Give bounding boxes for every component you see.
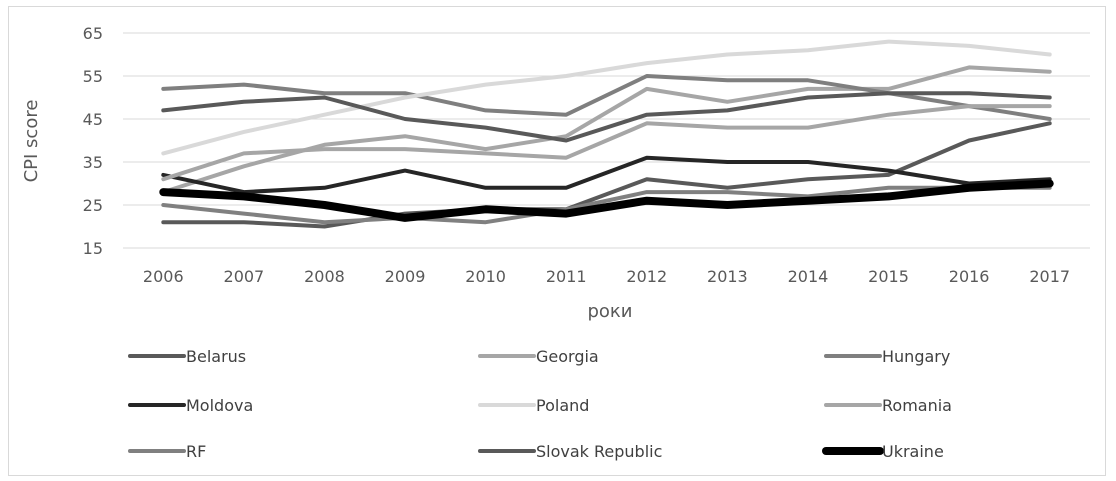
x-tick-label: 2011 xyxy=(546,267,587,286)
x-tick-label: 2012 xyxy=(626,267,667,286)
x-tick-label: 2006 xyxy=(143,267,184,286)
legend-label-georgia: Georgia xyxy=(536,347,599,366)
series-line-slovak-republic xyxy=(161,91,1052,143)
series-line-romania xyxy=(161,104,1052,182)
legend-label-rf: RF xyxy=(186,442,206,461)
x-tick-label: 2014 xyxy=(788,267,829,286)
legend-label-poland: Poland xyxy=(536,396,589,415)
x-tick-label: 2016 xyxy=(949,267,990,286)
legend-label-ukraine: Ukraine xyxy=(882,442,944,461)
series-line-hungary xyxy=(161,74,1052,121)
y-tick-label: 45 xyxy=(83,110,103,129)
x-tick-label: 2017 xyxy=(1029,267,1070,286)
legend-label-hungary: Hungary xyxy=(882,347,950,366)
x-axis-ticks: 2006 2007 2008 2009 2010 2011 2012 2013 2014 2015… xyxy=(143,267,1070,286)
series-line-moldova xyxy=(161,155,1052,195)
x-tick-label: 2015 xyxy=(868,267,909,286)
x-tick-label: 2007 xyxy=(224,267,265,286)
series-line-rf xyxy=(161,185,1052,225)
legend-label-belarus: Belarus xyxy=(186,347,246,366)
legend: Belarus Georgia Hungary Moldova Poland Romani… xyxy=(128,347,952,461)
series-lines xyxy=(159,39,1054,229)
x-tick-label: 2009 xyxy=(385,267,426,286)
legend-label-romania: Romania xyxy=(882,396,952,415)
gridlines xyxy=(123,32,1090,249)
y-tick-label: 55 xyxy=(83,67,103,86)
y-tick-label: 65 xyxy=(83,24,103,43)
y-tick-label: 25 xyxy=(83,196,103,215)
series-line-ukraine xyxy=(159,179,1054,222)
legend-label-slovak-republic: Slovak Republic xyxy=(536,442,662,461)
chart-frame xyxy=(8,6,1106,476)
y-tick-label: 35 xyxy=(83,153,103,172)
series-line-belarus xyxy=(161,121,1052,229)
legend-label-moldova: Moldova xyxy=(186,396,253,415)
x-tick-label: 2008 xyxy=(304,267,345,286)
x-tick-label: 2013 xyxy=(707,267,748,286)
y-axis-title: CPI score xyxy=(21,100,42,183)
y-tick-label: 15 xyxy=(83,239,103,258)
series-line-poland xyxy=(161,39,1052,156)
y-axis-ticks: 15 25 35 45 55 65 xyxy=(83,24,103,258)
x-axis-title: роки xyxy=(587,301,632,322)
x-tick-label: 2010 xyxy=(465,267,506,286)
